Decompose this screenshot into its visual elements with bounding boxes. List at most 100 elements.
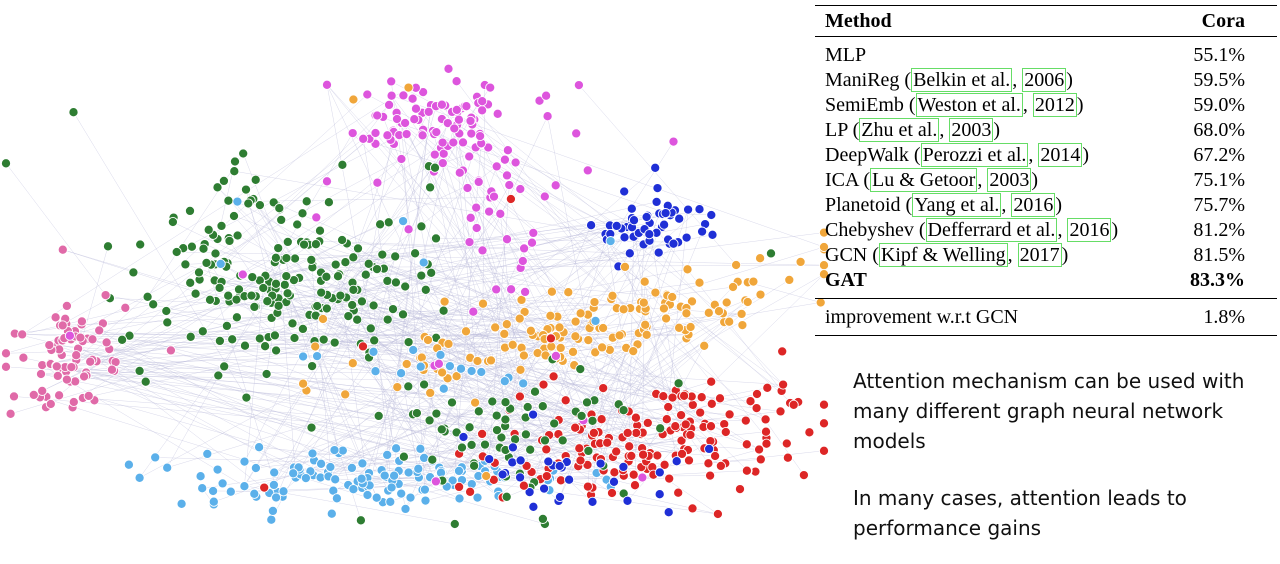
graph-node-green [479,439,491,450]
graph-node-red [734,484,746,495]
citation-link[interactable]: Lu & Getoor [870,167,978,192]
citation-link[interactable]: Perozzi et al. [920,142,1029,167]
graph-edge [237,197,491,202]
graph-node-pink [0,361,12,372]
citation-link[interactable]: 2016 [1067,217,1112,242]
graph-node-green [281,271,292,282]
graph-node-green [135,239,146,250]
graph-edge [60,325,460,499]
graph-edge [628,313,742,412]
graph-node-orange [507,339,518,350]
graph-node-light-blue [444,361,455,372]
graph-node-light-blue [605,236,616,247]
citation-link[interactable]: 2017 [1017,242,1062,267]
graph-node-blue [641,211,652,223]
method-cell: GAT [815,267,1168,299]
graph-edge [432,350,634,460]
graph-node-light-blue [267,505,278,516]
graph-node-light-blue [405,492,416,503]
graph-node-magenta [488,191,500,202]
citation-link[interactable]: Zhu et al. [859,117,940,142]
graph-node-green [539,435,551,446]
graph-node-orange [298,378,309,389]
graph-edge [472,124,579,340]
graph-node-green [254,200,265,211]
graph-edge [666,246,825,295]
graph-node-magenta [448,137,459,148]
graph-edge [41,313,742,375]
citation-link[interactable]: Yang et al. [912,192,1002,217]
citation-link[interactable]: Kipf & Welling [878,242,1008,267]
graph-node-blue [654,467,665,478]
citation-link[interactable]: 2003 [949,117,994,142]
graph-node-magenta [370,127,381,139]
graph-node-magenta [454,167,465,178]
graph-node-green [297,208,308,219]
citation-link[interactable]: 2014 [1038,142,1083,167]
graph-node-orange [686,296,698,307]
graph-node-green [446,397,458,408]
graph-node-green [180,259,191,270]
graph-node-orange [570,316,581,327]
graph-node-magenta [550,180,561,191]
graph-node-green [673,378,684,389]
graph-edge [217,187,362,344]
citation-link[interactable]: Belkin et al. [911,67,1013,92]
citation-link[interactable]: 2012 [1032,92,1077,117]
table-row: GCN (Kipf & Welling, 2017) 81.5% [815,242,1277,267]
graph-node-light-blue [197,483,208,494]
graph-node-orange [501,319,512,330]
graph-node-green [273,243,284,254]
graph-edge [387,191,492,320]
graph-node-red [685,429,696,440]
graph-edge [373,327,680,352]
graph-node-red [760,414,771,425]
graph-node-light-blue [208,496,219,507]
graph-edge [581,213,660,427]
graph-node-green [425,182,436,193]
graph-node-green [581,397,593,408]
graph-node-magenta [526,237,538,248]
graph-edge [396,118,533,336]
graph-node-red [606,487,618,499]
graph-node-light-blue [396,488,407,499]
graph-node-pink [28,389,39,400]
citation-link[interactable]: 2006 [1022,67,1067,92]
method-suffix: ) [1031,168,1038,191]
graph-node-magenta [358,133,369,144]
graph-node-light-blue [278,486,289,497]
graph-node-orange [640,319,651,330]
graph-node-light-blue [330,474,341,485]
graph-node-green [250,174,261,185]
graph-node-magenta [321,79,333,90]
graph-edges [5,81,825,525]
citation-link[interactable]: 2016 [1011,192,1056,217]
citation-link[interactable]: Defferrard et al. [925,217,1058,242]
graph-node-light-blue [239,481,250,492]
graph-edge [251,295,600,329]
graph-node-red [687,503,698,514]
graph-edge [525,417,581,461]
graph-node-magenta [466,128,477,139]
graph-node-pink [101,337,112,348]
graph-node-green [537,513,548,524]
graph-edge [621,309,686,335]
graph-node-green [500,414,511,425]
graph-node-orange [818,241,830,253]
graph-edge [85,133,460,373]
graph-node-red [477,428,488,439]
graph-node-magenta [468,306,479,317]
citation-link[interactable]: 2003 [987,167,1032,192]
graph-node-orange [575,308,586,319]
method-suffix: ) [1076,93,1084,116]
graph-node-red [357,341,369,352]
attention-text: Attention mechanism can be used with man… [853,369,1245,453]
citation-link[interactable]: Weston et al. [915,92,1023,117]
graph-node-green [382,314,393,325]
graph-node-blue [644,229,655,240]
graph-edge [622,274,825,471]
graph-node-magenta [491,284,502,295]
graph-edge [470,357,676,391]
graph-node-orange [554,322,565,333]
table-row: ICA (Lu & Getoor, 2003) 75.1% [815,167,1277,192]
